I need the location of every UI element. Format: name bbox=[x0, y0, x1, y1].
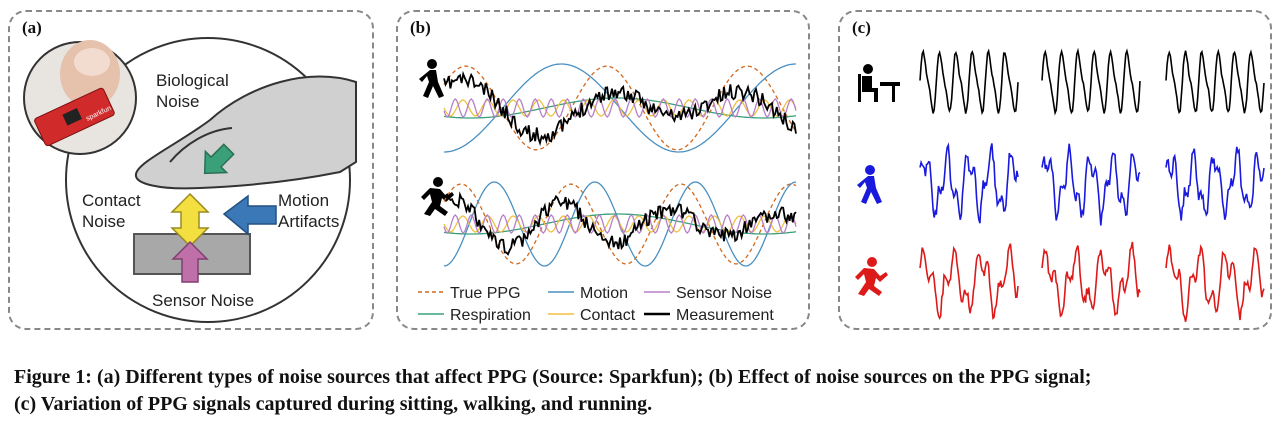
running-person-icon-red bbox=[855, 257, 888, 296]
legend-item: True PPG bbox=[418, 285, 521, 302]
sensor-noise-arrow bbox=[171, 240, 209, 283]
sensor-noise-label: Sensor Noise bbox=[152, 291, 255, 310]
biological-noise-arrow bbox=[203, 143, 235, 175]
sitting-signal-segment bbox=[919, 48, 1019, 116]
panel-c-plot bbox=[855, 47, 1265, 322]
panel-b-noise-effects: (b) True PPG Motion Sensor Noise Respiratio… bbox=[396, 10, 810, 330]
series-true-ppg bbox=[443, 183, 797, 265]
walking-person-icon bbox=[419, 59, 444, 98]
legend-label: Contact bbox=[580, 307, 636, 324]
legend-item: Contact bbox=[548, 307, 636, 324]
sitting-person-icon bbox=[858, 64, 900, 102]
finger-shape bbox=[135, 75, 357, 190]
panel-b-legend: True PPG Motion Sensor Noise Respiration Con… bbox=[418, 285, 774, 324]
legend-label: True PPG bbox=[450, 285, 521, 302]
panel-a-label: (a) bbox=[22, 18, 42, 37]
running-signal-segment bbox=[919, 243, 1019, 321]
legend-item: Respiration bbox=[418, 307, 531, 324]
running-signal-segment bbox=[1165, 244, 1265, 322]
series-measurement bbox=[443, 70, 797, 147]
legend-label: Measurement bbox=[676, 307, 774, 324]
caption-line-2: (c) Variation of PPG signals captured du… bbox=[14, 393, 653, 415]
sitting-signal-segment bbox=[1165, 48, 1265, 115]
walking-signal-plot bbox=[443, 63, 797, 153]
running-person-icon bbox=[421, 177, 454, 216]
series-measurement bbox=[443, 191, 797, 256]
walking-person-icon-blue bbox=[857, 165, 882, 204]
legend-label: Respiration bbox=[450, 307, 531, 324]
running-signal-segment bbox=[1041, 241, 1141, 318]
photo-sensor-board: sparkfun bbox=[34, 87, 115, 147]
contact-noise-label: Contact Noise bbox=[82, 191, 141, 231]
series-true-ppg bbox=[443, 65, 797, 151]
sitting-signal-segment bbox=[1041, 47, 1141, 116]
walking-signal-segment bbox=[1041, 143, 1141, 226]
caption-line-1: Figure 1: (a) Different types of noise s… bbox=[14, 366, 1092, 388]
walking-signal-segment bbox=[919, 142, 1019, 224]
figure-caption: Figure 1: (a) Different types of noise s… bbox=[14, 364, 1274, 418]
motion-artifacts-arrow bbox=[222, 194, 277, 236]
series-contact bbox=[443, 215, 797, 233]
walking-signal-segment bbox=[1165, 146, 1265, 221]
series-respiration bbox=[443, 97, 797, 119]
panel-a-diagram: sparkfun bbox=[23, 37, 357, 323]
legend-label: Sensor Noise bbox=[676, 285, 772, 302]
legend-item: Sensor Noise bbox=[644, 285, 772, 302]
panel-b-label: (b) bbox=[410, 18, 431, 37]
legend-label: Motion bbox=[580, 285, 628, 302]
panel-b-plot: True PPG Motion Sensor Noise Respiration Con… bbox=[418, 59, 797, 324]
panel-c-label: (c) bbox=[852, 18, 871, 37]
legend-item: Measurement bbox=[644, 307, 774, 324]
panel-a-noise-sources: (a) sparkfun B bbox=[8, 10, 374, 330]
series-sensor-noise bbox=[443, 98, 797, 118]
series-sensor-noise bbox=[443, 214, 797, 234]
panel-c-activity-signals: (c) bbox=[838, 10, 1272, 330]
biological-noise-label: Biological Noise bbox=[156, 71, 229, 111]
running-signal-plot bbox=[443, 181, 797, 267]
motion-artifacts-label: Motion Artifacts bbox=[278, 191, 340, 231]
fingernail-line bbox=[169, 127, 233, 163]
legend-item: Motion bbox=[548, 285, 628, 302]
